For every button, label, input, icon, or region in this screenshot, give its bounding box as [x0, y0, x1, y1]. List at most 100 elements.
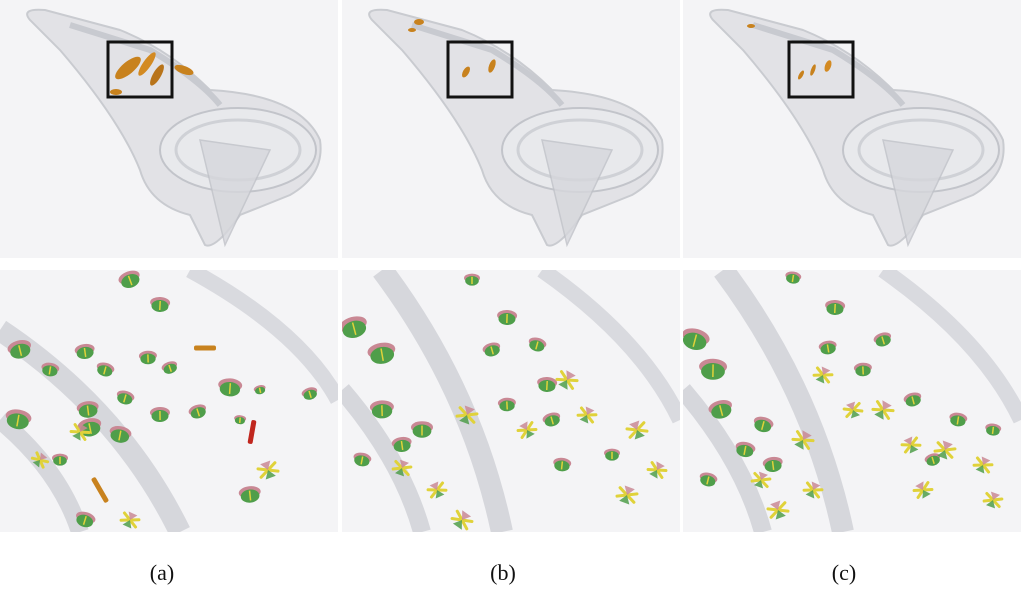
disc-glyph	[708, 400, 732, 419]
glyph	[488, 59, 496, 73]
glyph	[824, 60, 832, 72]
glyph	[747, 24, 755, 28]
cross-glyph	[69, 423, 91, 441]
disc-glyph	[238, 486, 261, 503]
glyph	[414, 19, 424, 25]
disc-glyph	[873, 332, 892, 347]
spoon-overview-b	[368, 8, 664, 248]
disc-glyph	[528, 337, 547, 352]
disc-glyph	[949, 412, 968, 427]
disc-glyph	[74, 343, 95, 360]
disc-glyph	[985, 423, 1002, 436]
cross-glyph	[30, 451, 50, 469]
glyph	[150, 64, 164, 86]
spoon-cone	[199, 139, 272, 248]
disc-glyph	[753, 416, 774, 433]
cross-glyph	[842, 401, 864, 419]
cross-glyph	[766, 500, 790, 520]
rod-glyph	[194, 345, 216, 351]
cross-glyph	[972, 456, 994, 474]
disc-glyph	[924, 453, 941, 466]
disc-glyph	[464, 273, 480, 286]
rod-glyph	[91, 477, 109, 503]
glyph-set	[683, 271, 1004, 520]
subfigure-label-b: (b)	[490, 560, 516, 585]
disc-glyph	[52, 453, 68, 466]
disc-glyph	[411, 421, 433, 438]
cross-glyph	[625, 420, 649, 440]
disc-glyph	[735, 441, 756, 458]
disc-glyph	[301, 387, 318, 400]
disc-glyph	[537, 376, 558, 393]
surface-ridge	[537, 270, 680, 424]
disc-glyph	[353, 452, 372, 467]
subfigure-label-c: (c)	[831, 560, 857, 585]
cross-glyph	[812, 366, 834, 384]
cross-glyph	[455, 405, 479, 425]
disc-glyph	[699, 472, 718, 487]
disc-glyph	[76, 401, 99, 418]
disc-glyph	[188, 404, 206, 419]
disc-glyph	[818, 340, 837, 355]
spoon-cone	[541, 139, 614, 248]
glyph	[110, 89, 122, 95]
detail-panel-a	[0, 270, 338, 532]
disc-glyph	[218, 378, 243, 397]
cross-glyph	[912, 481, 934, 499]
disc-glyph	[342, 316, 367, 339]
disc-glyph	[762, 456, 783, 473]
rod-glyph	[247, 420, 257, 444]
inset-box	[446, 40, 514, 99]
cross-glyph	[982, 491, 1004, 509]
disc-glyph	[699, 358, 728, 380]
glyph	[115, 56, 141, 80]
cross-glyph	[119, 511, 141, 529]
glyph	[174, 64, 194, 76]
glyph-cluster	[110, 52, 194, 95]
surface-ridge	[683, 384, 772, 532]
spoon-model	[368, 8, 664, 248]
disc-glyph	[118, 270, 140, 289]
cross-glyph	[615, 485, 639, 505]
cross-glyph	[256, 460, 280, 480]
surface-ridge	[373, 270, 513, 532]
disc-glyph	[369, 400, 394, 419]
disc-glyph	[604, 448, 620, 461]
inset-box	[787, 40, 855, 99]
glyph-field-c	[683, 270, 1021, 532]
surface-ridge	[714, 270, 854, 532]
disc-glyph	[76, 511, 96, 528]
disc-glyph	[234, 415, 247, 425]
surface-ridge	[186, 270, 338, 404]
cross-glyph	[516, 421, 538, 439]
disc-glyph	[41, 362, 60, 377]
glyph-set	[342, 273, 668, 531]
cross-glyph	[802, 481, 824, 499]
disc-glyph	[253, 385, 266, 395]
disc-glyph	[109, 426, 132, 443]
surface-ridge	[878, 270, 1021, 424]
cross-glyph	[646, 461, 668, 479]
disc-glyph	[161, 361, 178, 374]
disc-glyph	[542, 412, 561, 427]
disc-glyph	[482, 342, 501, 357]
cross-glyph	[750, 471, 772, 489]
cross-glyph	[426, 481, 448, 499]
glyph	[138, 52, 156, 76]
detail-panel-b	[342, 270, 680, 532]
overview-panel-a	[0, 0, 338, 258]
disc-glyph	[138, 350, 157, 365]
cross-glyph	[450, 509, 474, 531]
cross-glyph	[576, 406, 598, 424]
cross-glyph	[900, 436, 922, 454]
spoon-overview-a	[26, 8, 322, 248]
cross-glyph	[791, 430, 815, 450]
glyph-field-a	[0, 270, 338, 532]
spoon-groove	[411, 22, 565, 107]
disc-glyph	[553, 457, 572, 472]
disc-glyph	[96, 362, 115, 377]
disc-glyph	[7, 340, 32, 359]
disc-glyph	[497, 397, 516, 412]
spoon-cone	[882, 139, 955, 248]
